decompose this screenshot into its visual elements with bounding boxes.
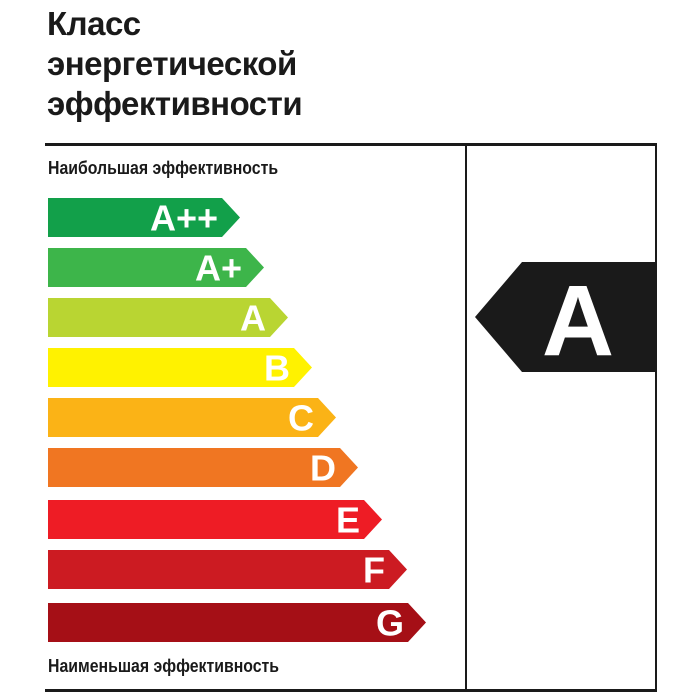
class-bar-E <box>48 500 382 539</box>
class-bar-C <box>48 398 336 437</box>
rating-arrow <box>475 262 655 372</box>
class-letter: C <box>288 398 314 439</box>
class-bar-G <box>48 603 426 642</box>
class-letter: D <box>310 448 336 489</box>
label-frame <box>45 143 657 692</box>
class-letter: A++ <box>150 198 218 239</box>
column-divider <box>465 143 467 692</box>
class-bar-B <box>48 348 312 387</box>
class-bar-A++ <box>48 198 240 237</box>
class-letter: F <box>363 550 385 591</box>
class-letter: G <box>376 603 404 644</box>
class-letter: A+ <box>195 248 242 289</box>
bottom-efficiency-label: Наименьшая эффективность <box>48 656 280 676</box>
class-letter: E <box>336 500 360 541</box>
title-line: энергетической <box>47 45 297 82</box>
title-line: эффективности <box>47 85 303 122</box>
top-efficiency-label: Наибольшая эффективность <box>48 158 279 178</box>
rating-letter: A <box>542 265 614 377</box>
title-line: Класс <box>47 5 141 42</box>
class-bar-A+ <box>48 248 264 287</box>
class-bar-A <box>48 298 288 337</box>
label-title: Класс энергетической эффективности <box>47 4 303 124</box>
class-bar-D <box>48 448 358 487</box>
class-bar-F <box>48 550 407 589</box>
class-letter: A <box>240 298 266 339</box>
class-letter: B <box>264 348 290 389</box>
